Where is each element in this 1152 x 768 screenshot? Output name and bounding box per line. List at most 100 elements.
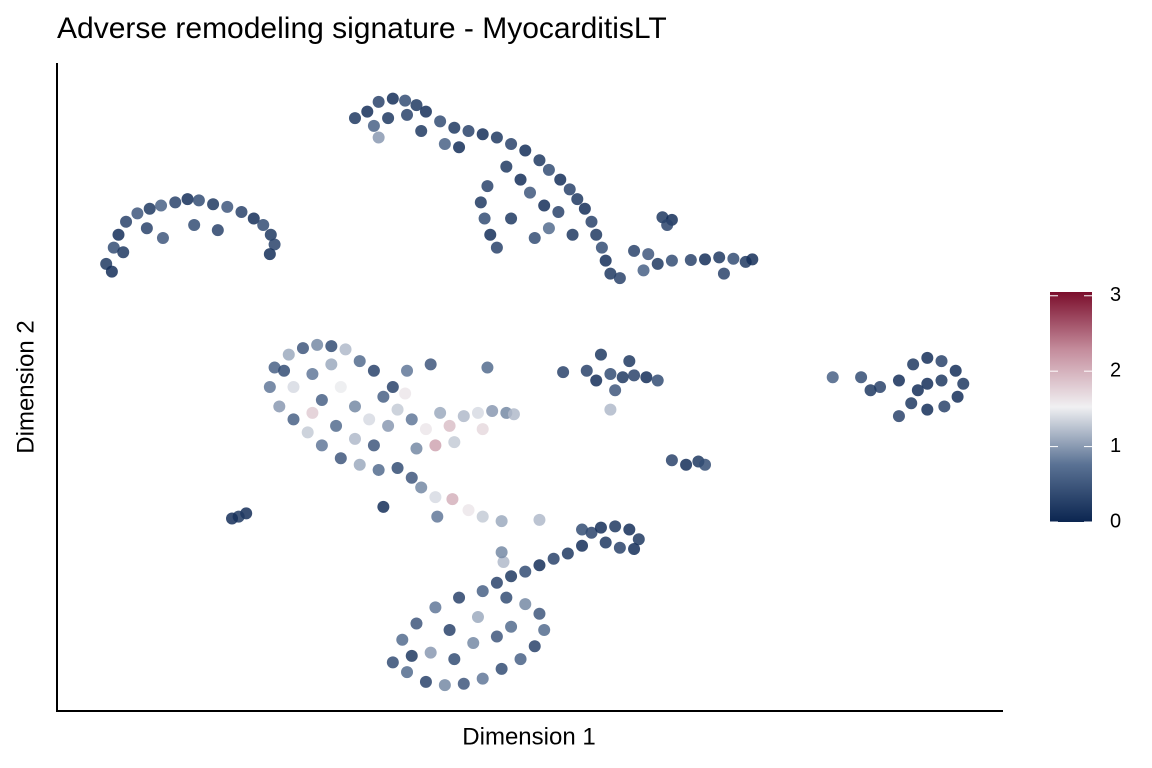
point [481, 180, 494, 193]
point [429, 601, 442, 614]
point [481, 361, 494, 374]
point [519, 598, 532, 611]
point [505, 138, 518, 150]
point [372, 131, 385, 144]
point [585, 526, 598, 539]
point [514, 653, 527, 666]
point [500, 591, 513, 604]
point [628, 369, 641, 382]
point [399, 387, 412, 400]
point [552, 206, 565, 219]
point [911, 384, 924, 397]
point [282, 348, 295, 361]
point [623, 523, 636, 536]
point [386, 381, 399, 393]
point [476, 423, 489, 436]
point [855, 371, 868, 384]
point [372, 463, 385, 476]
point [278, 364, 291, 377]
point [361, 105, 374, 118]
point [207, 198, 220, 211]
point [348, 400, 361, 413]
point [353, 458, 366, 471]
point [713, 251, 726, 264]
point [257, 219, 270, 231]
point [367, 364, 380, 377]
point [143, 202, 156, 215]
point [595, 241, 608, 254]
point [268, 238, 281, 251]
point [405, 649, 418, 662]
point [391, 462, 404, 474]
point [419, 105, 432, 118]
point [410, 99, 423, 112]
point [585, 215, 598, 228]
point [507, 408, 520, 421]
point [474, 196, 487, 209]
point [462, 504, 475, 517]
point [140, 222, 153, 235]
point [448, 121, 461, 134]
point [524, 186, 536, 199]
point [640, 371, 653, 384]
point [613, 272, 626, 285]
point [377, 390, 390, 403]
point [957, 377, 970, 390]
point [325, 340, 338, 353]
point [533, 154, 546, 167]
point [580, 364, 593, 377]
point [334, 381, 347, 393]
point [476, 585, 489, 598]
point [424, 646, 437, 659]
point [221, 200, 234, 213]
point [590, 374, 603, 387]
point [263, 381, 276, 393]
point [874, 381, 887, 393]
point [471, 406, 484, 419]
point [566, 228, 579, 241]
point [273, 400, 286, 413]
point [949, 364, 962, 377]
point [557, 366, 570, 379]
point [609, 384, 622, 397]
point [476, 510, 489, 523]
point [623, 355, 636, 368]
point [907, 358, 920, 371]
point [306, 406, 319, 419]
x-axis-label: Dimension 1 [462, 723, 595, 750]
colorbar-tick-label: 0 [1110, 510, 1121, 532]
point [419, 423, 432, 436]
point [665, 254, 678, 267]
point [410, 617, 423, 630]
point [484, 228, 497, 241]
point [542, 163, 555, 176]
point [578, 202, 591, 215]
point [746, 253, 759, 266]
y-axis-label: Dimension 2 [12, 320, 39, 453]
point [490, 241, 503, 254]
point [348, 432, 361, 445]
points [100, 92, 970, 692]
point [533, 559, 546, 572]
point [519, 144, 532, 157]
point [519, 565, 532, 578]
point [396, 633, 409, 646]
point [467, 636, 480, 649]
point [287, 381, 300, 393]
point [155, 199, 168, 212]
point [590, 228, 603, 241]
point [457, 410, 470, 423]
point [330, 419, 343, 432]
point [405, 413, 418, 426]
point [497, 555, 510, 568]
point [382, 112, 395, 125]
point [665, 454, 678, 467]
point [505, 212, 518, 225]
point [112, 228, 125, 241]
point [424, 358, 437, 371]
point [429, 491, 442, 504]
point [563, 183, 576, 196]
point [490, 131, 503, 144]
